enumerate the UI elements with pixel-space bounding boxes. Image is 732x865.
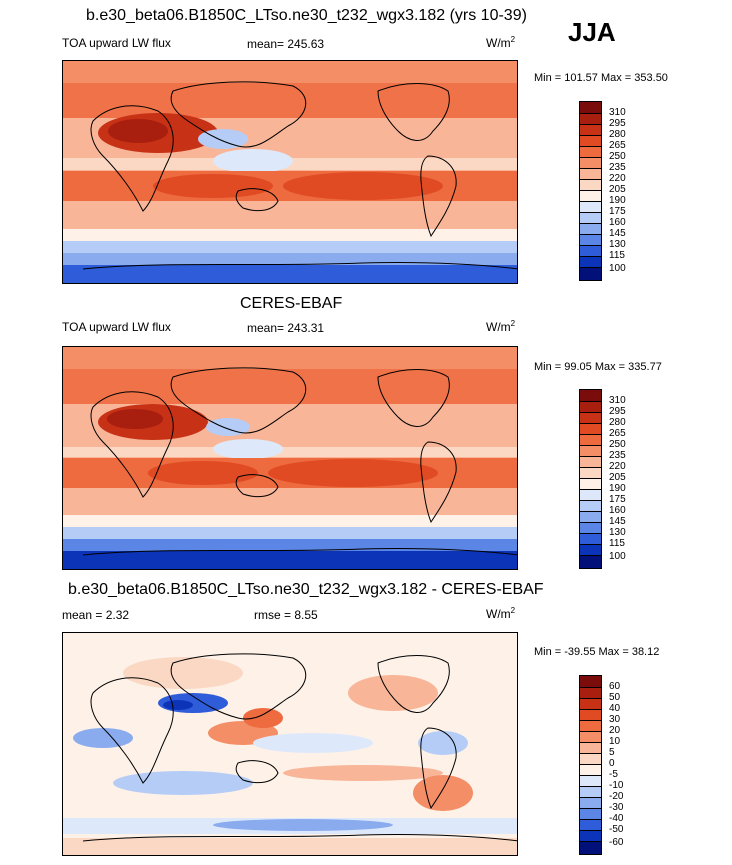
panel1-tick: 130 bbox=[609, 239, 626, 250]
panel3-tick: 20 bbox=[609, 725, 621, 736]
panel1-tick: 190 bbox=[609, 195, 626, 206]
panel3-tick: 30 bbox=[609, 714, 621, 725]
panel1-tick: 280 bbox=[609, 129, 626, 140]
panel1-variable-label: TOA upward LW flux bbox=[62, 36, 171, 50]
panel3-tick: 10 bbox=[609, 736, 621, 747]
panel1-tick: 160 bbox=[609, 217, 626, 228]
panel1-units: W/m2 bbox=[486, 35, 516, 50]
panel1-tick: 145 bbox=[609, 228, 626, 239]
panel1-tick: 310 bbox=[609, 107, 626, 118]
panel1-tick: 175 bbox=[609, 206, 626, 217]
panel2-minmax: Min = 99.05 Max = 335.77 bbox=[534, 361, 662, 373]
panel2-tick: 160 bbox=[609, 505, 626, 516]
panel1-tick: 220 bbox=[609, 173, 626, 184]
panel2-map bbox=[62, 346, 518, 570]
panel2-tick: 175 bbox=[609, 494, 626, 505]
panel2-tick: 130 bbox=[609, 527, 626, 538]
panel3-tick: -10 bbox=[609, 780, 624, 791]
panel3-colorbar bbox=[579, 675, 602, 855]
panel2-variable-label: TOA upward LW flux bbox=[62, 320, 171, 334]
panel3-tick: -50 bbox=[609, 824, 624, 835]
panel2-mean-label: mean= 243.31 bbox=[247, 321, 325, 335]
panel2-tick: 205 bbox=[609, 472, 626, 483]
panel3-tick: -20 bbox=[609, 791, 624, 802]
panel2-tick: 280 bbox=[609, 417, 626, 428]
panel1-title: b.e30_beta06.B1850C_LTso.ne30_t232_wgx3.… bbox=[86, 7, 527, 24]
panel2-tick: 100 bbox=[609, 551, 626, 562]
panel1-tick: 265 bbox=[609, 140, 626, 151]
panel3-tick: 60 bbox=[609, 681, 621, 692]
panel2-colorbar bbox=[579, 389, 602, 569]
panel1-tick: 100 bbox=[609, 263, 626, 274]
panel2-tick: 220 bbox=[609, 461, 626, 472]
panel1-colorbar bbox=[579, 101, 602, 281]
panel1-tick: 115 bbox=[609, 250, 625, 261]
panel1-tick: 250 bbox=[609, 151, 626, 162]
panel1-tick: 235 bbox=[609, 162, 626, 173]
panel3-tick: -30 bbox=[609, 802, 624, 813]
panel3-map bbox=[62, 632, 518, 856]
panel3-tick: -60 bbox=[609, 837, 624, 848]
panel1-tick: 295 bbox=[609, 118, 626, 129]
panel2-tick: 295 bbox=[609, 406, 626, 417]
panel3-mean-label: mean = 2.32 bbox=[62, 608, 130, 622]
panel2-tick: 310 bbox=[609, 395, 626, 406]
panel2-tick: 265 bbox=[609, 428, 626, 439]
panel3-tick: 50 bbox=[609, 692, 621, 703]
panel2-tick: 250 bbox=[609, 439, 626, 450]
panel2-tick: 145 bbox=[609, 516, 626, 527]
panel3-rmse-label: rmse = 8.55 bbox=[254, 608, 318, 622]
panel2-tick: 190 bbox=[609, 483, 626, 494]
panel3-minmax: Min = -39.55 Max = 38.12 bbox=[534, 646, 660, 658]
panel1-map bbox=[62, 60, 518, 284]
panel3-tick: 5 bbox=[609, 747, 615, 758]
panel3-tick: -40 bbox=[609, 813, 624, 824]
panel3-title: b.e30_beta06.B1850C_LTso.ne30_t232_wgx3.… bbox=[68, 581, 544, 598]
panel2-tick: 235 bbox=[609, 450, 626, 461]
panel3-units: W/m2 bbox=[486, 606, 516, 621]
panel2-title: CERES-EBAF bbox=[240, 295, 343, 312]
panel3-tick: 40 bbox=[609, 703, 621, 714]
panel2-tick: 115 bbox=[609, 538, 625, 549]
panel2-units: W/m2 bbox=[486, 319, 516, 334]
panel1-minmax: Min = 101.57 Max = 353.50 bbox=[534, 72, 668, 84]
season-label: JJA bbox=[568, 17, 616, 47]
panel1-tick: 205 bbox=[609, 184, 626, 195]
panel3-tick: -5 bbox=[609, 769, 618, 780]
panel1-mean-label: mean= 245.63 bbox=[247, 37, 325, 51]
panel3-tick: 0 bbox=[609, 758, 615, 769]
